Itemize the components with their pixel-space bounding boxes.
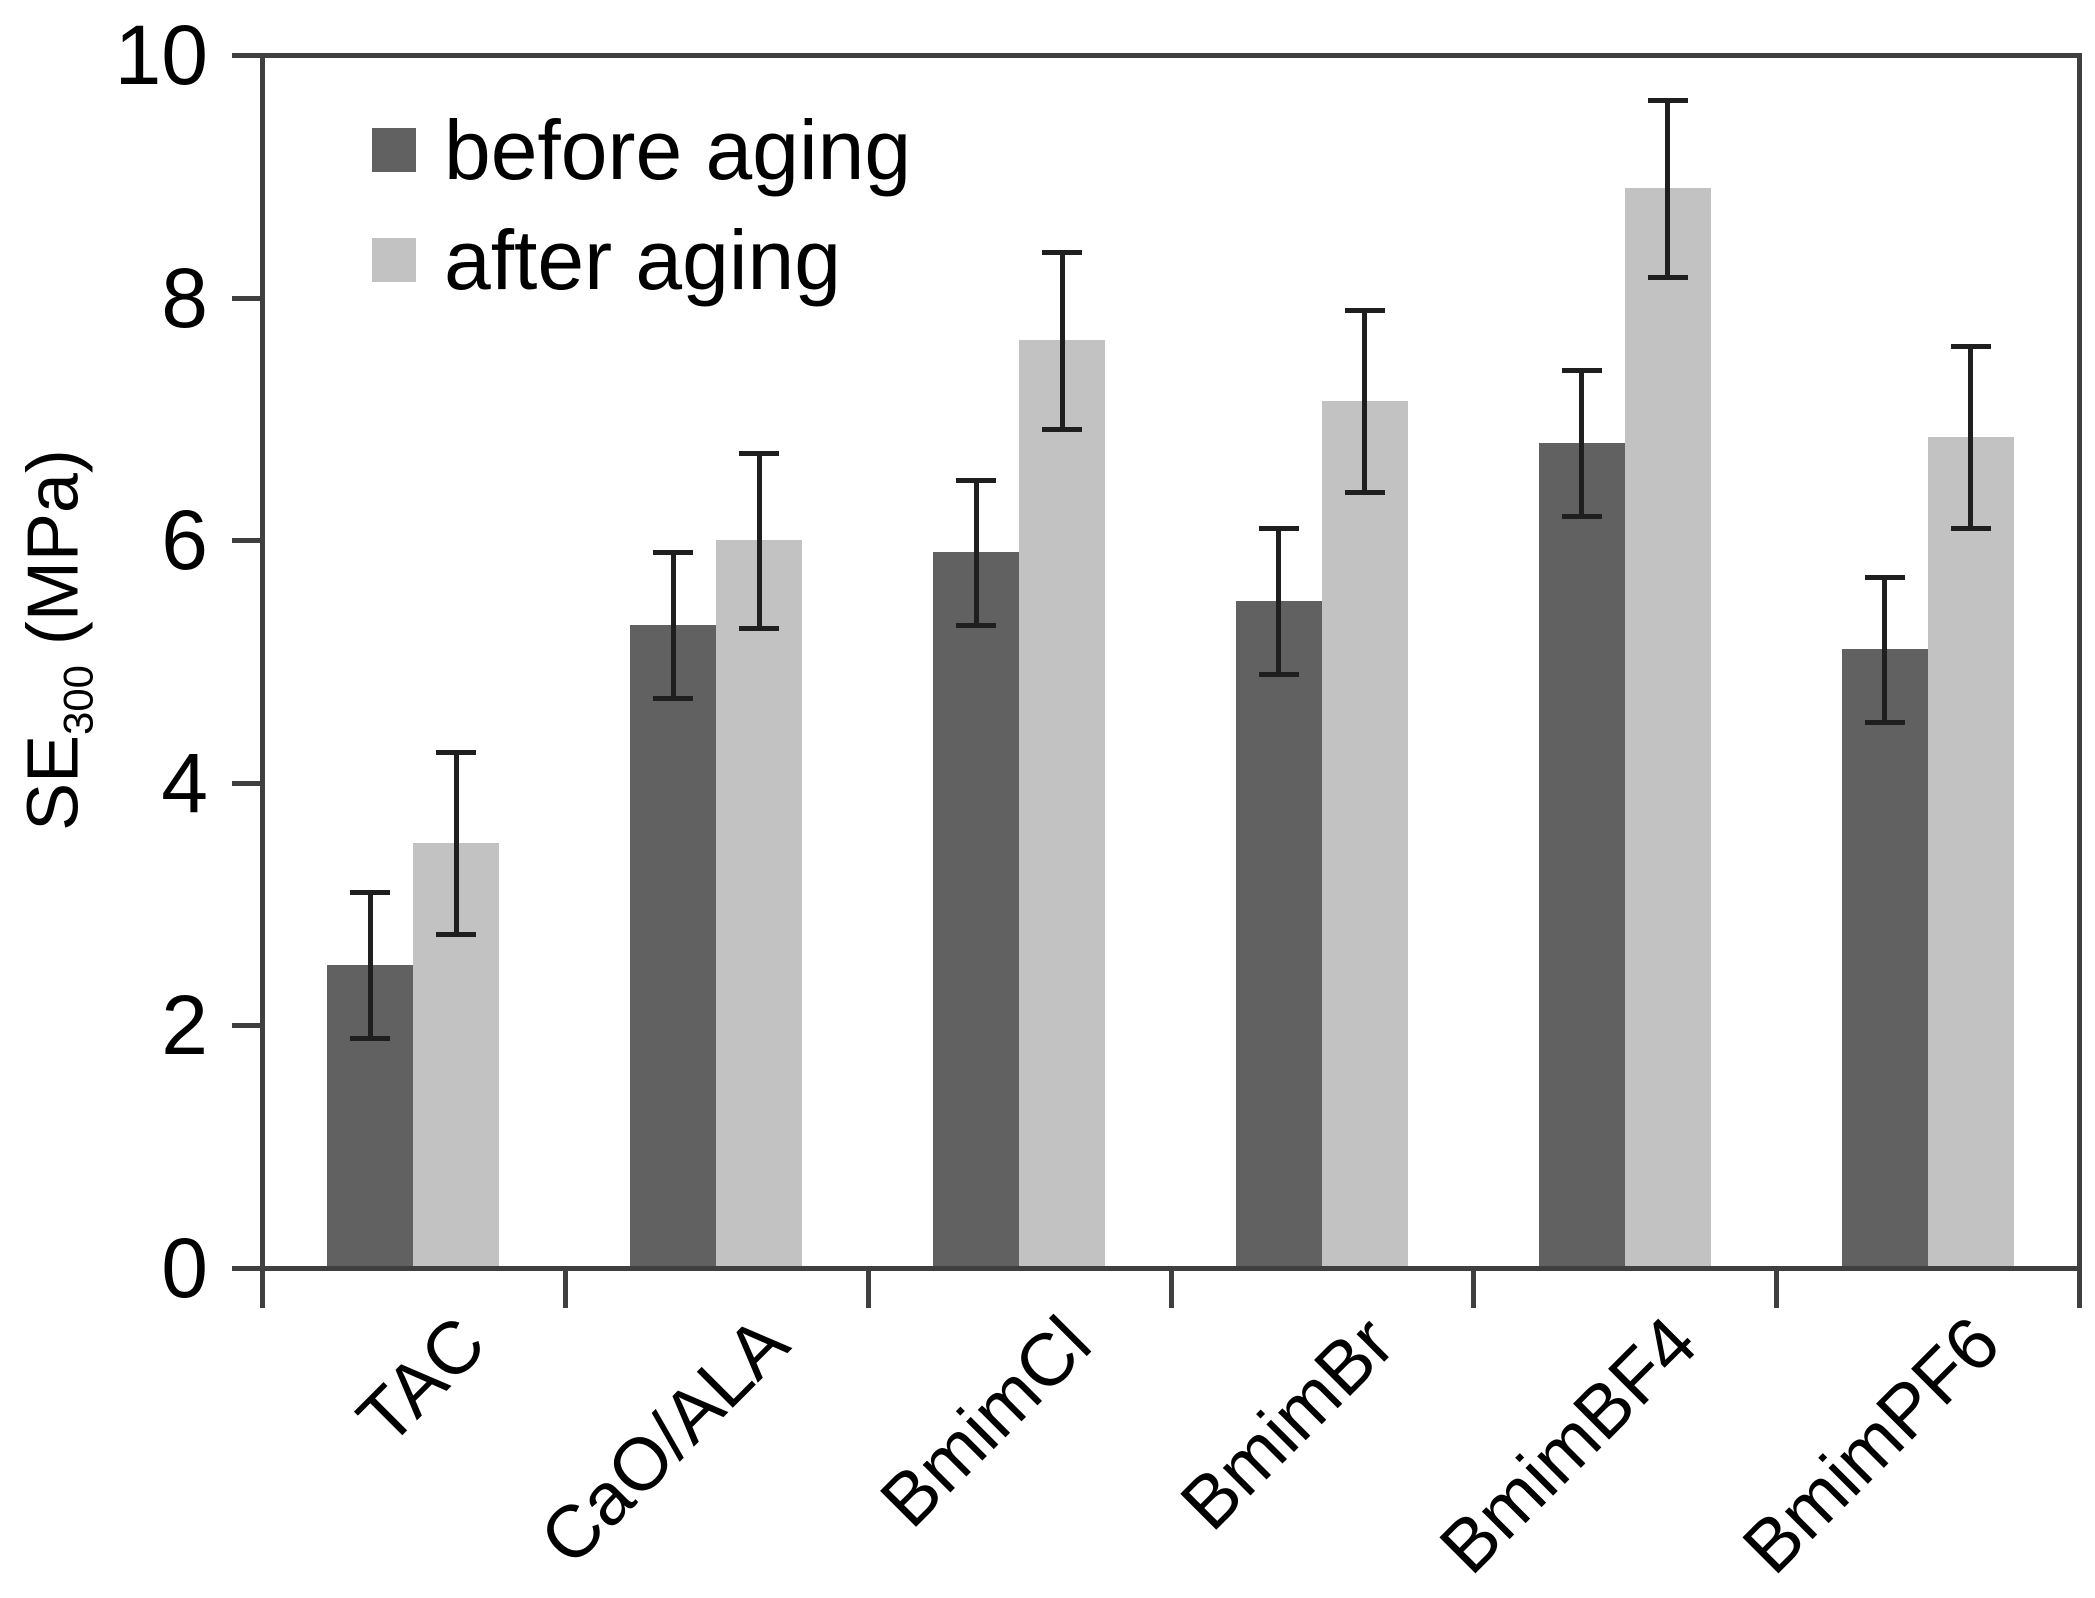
- legend-item-before-aging: before aging: [372, 108, 911, 192]
- error-cap-top-before-BmimPF6: [1864, 574, 1905, 580]
- y-tick-6: [232, 538, 262, 544]
- y-tick-0: [232, 1266, 262, 1271]
- y-axis-line: [260, 53, 265, 1308]
- bar-after-CaO/ALA: [716, 540, 803, 1266]
- legend-swatch-after-aging: [372, 238, 416, 282]
- error-cap-top-after-BmimPF6: [1950, 344, 1991, 350]
- error-cap-bottom-after-BmimBr: [1344, 489, 1385, 495]
- error-cap-bottom-after-TAC: [436, 932, 477, 938]
- error-bar-after-BmimPF6: [1968, 346, 1974, 529]
- bar-before-BmimPF6: [1841, 649, 1928, 1266]
- error-cap-bottom-before-BmimBF4: [1561, 513, 1602, 519]
- error-cap-top-after-BmimBF4: [1647, 97, 1688, 103]
- legend-label-before-aging: before aging: [444, 103, 912, 197]
- legend-item-after-aging: after aging: [372, 218, 911, 302]
- y-tick-10: [232, 53, 262, 58]
- error-cap-bottom-before-BmimCl: [956, 623, 997, 629]
- plot-top-border: [260, 53, 2081, 58]
- error-bar-after-BmimCl: [1059, 251, 1065, 429]
- bar-after-BmimCl: [1019, 340, 1106, 1266]
- error-cap-top-after-TAC: [436, 750, 477, 756]
- error-bar-after-TAC: [453, 752, 459, 935]
- x-category-label-BmimBF4: BmimBF4: [1423, 1300, 1713, 1589]
- x-axis-separator-tick-4: [1471, 1270, 1477, 1308]
- error-bar-before-BmimBF4: [1579, 370, 1585, 516]
- y-axis-title-subscript: 300: [54, 665, 102, 735]
- y-tick-label-10: 10: [114, 8, 208, 102]
- y-tick-label-4: 4: [161, 735, 208, 830]
- error-cap-bottom-after-BmimCl: [1042, 426, 1083, 432]
- x-category-label-CaO/ALA: CaO/ALA: [523, 1300, 804, 1581]
- x-axis-line: [260, 1266, 2081, 1271]
- error-cap-bottom-after-BmimPF6: [1950, 526, 1991, 532]
- legend: before aging after aging: [372, 108, 911, 348]
- error-cap-top-before-BmimCl: [956, 477, 997, 483]
- x-category-label-BmimCl: BmimCl: [864, 1300, 1107, 1543]
- bar-after-BmimBr: [1321, 400, 1408, 1266]
- error-bar-before-BmimCl: [973, 479, 979, 626]
- y-tick-label-0: 0: [161, 1221, 208, 1315]
- error-cap-top-after-BmimCl: [1042, 249, 1083, 255]
- x-category-label-BmimPF6: BmimPF6: [1726, 1300, 2015, 1589]
- x-axis-separator-tick-3: [1168, 1270, 1174, 1308]
- x-category-label-TAC: TAC: [341, 1300, 501, 1461]
- bar-before-BmimBF4: [1538, 443, 1625, 1266]
- bar-before-BmimBr: [1235, 600, 1322, 1266]
- bar-after-BmimPF6: [1927, 437, 2014, 1266]
- plot-right-border: [2077, 53, 2082, 1308]
- error-bar-after-BmimBr: [1362, 309, 1368, 492]
- error-cap-bottom-after-BmimBF4: [1647, 274, 1688, 280]
- error-cap-bottom-before-TAC: [350, 1035, 391, 1041]
- error-bar-before-CaO/ALA: [670, 552, 676, 698]
- error-bar-before-BmimPF6: [1882, 576, 1888, 723]
- error-bar-before-BmimBr: [1276, 528, 1282, 674]
- error-cap-top-before-BmimBF4: [1561, 368, 1602, 374]
- error-cap-bottom-before-BmimBr: [1258, 671, 1299, 677]
- x-axis-separator-tick-1: [562, 1270, 568, 1308]
- error-cap-bottom-before-BmimPF6: [1864, 720, 1905, 726]
- error-cap-bottom-after-CaO/ALA: [739, 625, 780, 631]
- error-cap-top-after-BmimBr: [1344, 307, 1385, 313]
- bar-before-CaO/ALA: [630, 625, 717, 1266]
- error-cap-bottom-before-CaO/ALA: [653, 695, 694, 701]
- bar-after-BmimBF4: [1624, 188, 1711, 1266]
- y-tick-label-6: 6: [161, 493, 208, 588]
- x-axis-separator-tick-5: [1774, 1270, 1780, 1308]
- y-tick-2: [232, 1023, 262, 1029]
- y-tick-4: [232, 780, 262, 786]
- error-cap-top-before-CaO/ALA: [653, 550, 694, 556]
- error-bar-before-TAC: [367, 891, 373, 1038]
- y-tick-label-2: 2: [161, 978, 208, 1073]
- legend-label-after-aging: after aging: [444, 213, 841, 307]
- error-cap-top-after-CaO/ALA: [739, 450, 780, 456]
- y-tick-8: [232, 295, 262, 301]
- x-category-label-BmimBr: BmimBr: [1164, 1300, 1410, 1546]
- bar-before-BmimCl: [933, 552, 1020, 1266]
- error-cap-top-before-TAC: [350, 889, 391, 895]
- legend-swatch-before-aging: [372, 128, 416, 172]
- error-bar-after-CaO/ALA: [756, 452, 762, 628]
- error-bar-after-BmimBF4: [1665, 99, 1671, 277]
- y-tick-label-8: 8: [161, 250, 208, 345]
- error-cap-top-before-BmimBr: [1258, 526, 1299, 532]
- x-axis-separator-tick-2: [865, 1270, 871, 1308]
